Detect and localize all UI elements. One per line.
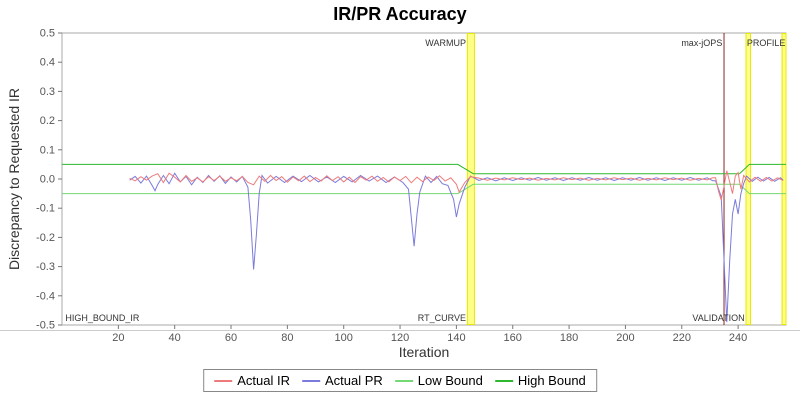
legend-swatch xyxy=(214,379,233,382)
x-tick-label: 200 xyxy=(616,332,634,344)
legend-label: Actual PR xyxy=(324,373,383,388)
y-tick-label: -0.4 xyxy=(36,290,55,302)
y-tick-label: 0.2 xyxy=(40,115,55,127)
chart-title: IR/PR Accuracy xyxy=(333,4,467,24)
phase-band xyxy=(466,33,475,325)
y-tick-label: 0.0 xyxy=(40,174,55,186)
y-tick-label: 0.4 xyxy=(40,57,55,69)
x-tick-label: 20 xyxy=(112,332,124,344)
legend-swatch xyxy=(394,379,413,382)
legend-swatch xyxy=(494,379,513,382)
x-tick-label: 140 xyxy=(447,332,465,344)
x-axis-title: Iteration xyxy=(398,344,450,360)
legend-label: Actual IR xyxy=(237,373,290,388)
phase-label-warmup: WARMUP xyxy=(425,38,466,48)
x-tick-label: 240 xyxy=(729,332,747,344)
y-tick-label: 0.1 xyxy=(40,144,55,156)
series-actual-ir xyxy=(129,170,784,201)
y-tick-label: -0.5 xyxy=(36,320,55,332)
legend-label: High Bound xyxy=(517,373,586,388)
x-tick-label: 100 xyxy=(335,332,353,344)
legend: Actual IR Actual PR Low Bound High Bound xyxy=(203,369,597,392)
legend-item: Actual PR xyxy=(301,373,383,388)
legend-item: Low Bound xyxy=(394,373,483,388)
phase-label-profile: PROFILE xyxy=(747,38,786,48)
phase-label-validation: VALIDATION xyxy=(692,313,744,323)
y-tick-label: 0.5 xyxy=(40,28,55,40)
series-high-bound xyxy=(62,163,786,175)
x-tick-label: 40 xyxy=(169,332,181,344)
y-tick-label: -0.3 xyxy=(36,261,55,273)
y-tick-label: 0.3 xyxy=(40,86,55,98)
y-axis-title: Discrepancy to Requested IR xyxy=(6,87,22,271)
legend-label: Low Bound xyxy=(417,373,483,388)
phase-band xyxy=(781,33,787,325)
y-tick-label: -0.1 xyxy=(36,203,55,215)
legend-item: High Bound xyxy=(494,373,586,388)
phase-band xyxy=(745,33,752,325)
x-tick-label: 220 xyxy=(673,332,691,344)
phase-label-max-jops: max-jOPS xyxy=(681,38,722,48)
phase-label-high_bound_ir: HIGH_BOUND_IR xyxy=(65,313,140,323)
x-tick-label: 160 xyxy=(504,332,522,344)
x-tick-label: 60 xyxy=(225,332,237,344)
x-tick-label: 180 xyxy=(560,332,578,344)
series-low-bound xyxy=(62,183,786,195)
x-tick-label: 80 xyxy=(281,332,293,344)
phase-label-rt_curve: RT_CURVE xyxy=(418,313,466,323)
y-tick-label: -0.2 xyxy=(36,232,55,244)
legend-item: Actual IR xyxy=(214,373,290,388)
x-tick-label: 120 xyxy=(391,332,409,344)
legend-swatch xyxy=(301,379,320,382)
